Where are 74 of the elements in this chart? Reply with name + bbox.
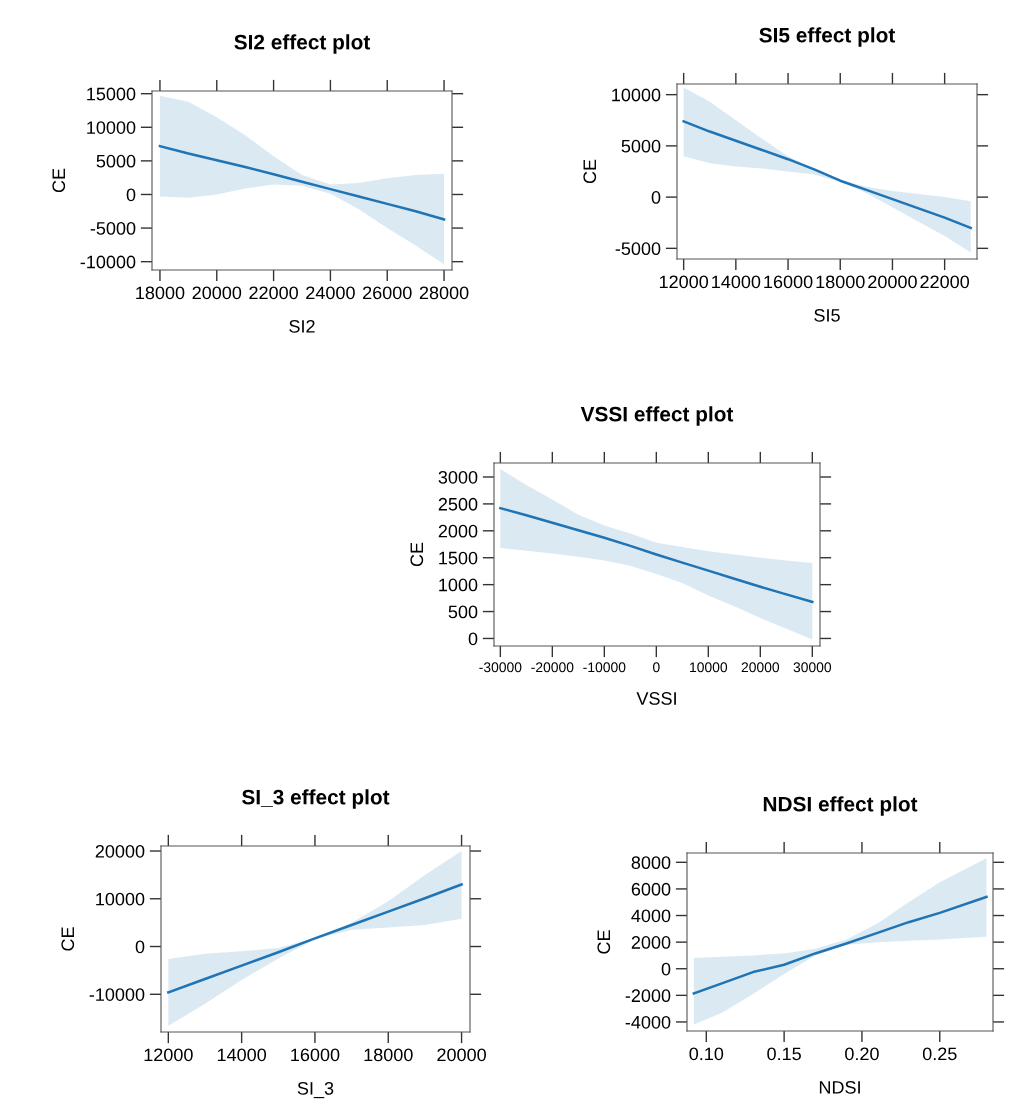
y-tick-label: 8000 — [631, 856, 671, 870]
y-tick-label: -10000 — [80, 255, 136, 269]
x-tick-label: 0.25 — [922, 1047, 957, 1061]
y-tick-label: 20000 — [95, 844, 145, 858]
y-tick-label: 15000 — [87, 87, 136, 101]
x-tick-label: 26000 — [363, 286, 412, 300]
x-axis-title: SI5 — [814, 308, 840, 322]
y-tick-label: 0 — [135, 940, 145, 954]
y-tick-label: 2000 — [631, 936, 671, 949]
y-tick-label: 10000 — [96, 892, 145, 906]
x-tick-label: 22000 — [249, 286, 298, 300]
y-axis-title: CE — [410, 542, 424, 567]
x-tick-label: 0.10 — [689, 1047, 724, 1061]
y-tick-label: 6000 — [631, 882, 671, 896]
x-tick-label: 10000 — [690, 662, 728, 673]
line-series — [499, 506, 814, 604]
y-tick-label: 2500 — [438, 497, 478, 511]
y-tick-label: 0 — [661, 962, 671, 976]
y-tick-label: -10000 — [89, 988, 145, 1001]
chart-title: SI_3 effect plot — [242, 789, 390, 809]
y-tick-label: 0 — [468, 632, 478, 646]
y-tick-label: -5000 — [90, 222, 136, 235]
x-axis-title: NDSI — [819, 1080, 860, 1094]
y-axis-title: CE — [597, 930, 611, 954]
y-axis-title: CE — [52, 168, 66, 193]
chart-title: SI2 effect plot — [234, 34, 371, 54]
y-tick-label: 3000 — [438, 470, 478, 484]
y-tick-label: -5000 — [615, 242, 661, 256]
y-tick-label: -2000 — [625, 989, 671, 1003]
x-tick-label: 16000 — [764, 275, 813, 289]
y-tick-label: 1000 — [439, 578, 478, 592]
x-tick-label: 0.15 — [767, 1047, 801, 1061]
chart-title: VSSI effect plot — [580, 406, 734, 426]
x-tick-label: 0.20 — [845, 1047, 879, 1061]
y-axis-title: CE — [583, 159, 597, 184]
x-tick-label: -30000 — [479, 662, 522, 673]
x-tick-label: 12000 — [659, 275, 709, 289]
y-tick-label: 1500 — [439, 551, 478, 565]
x-tick-label: 22000 — [920, 275, 970, 289]
x-tick-label: 28000 — [419, 286, 469, 300]
line-series — [692, 895, 988, 995]
y-axis-title: CE — [61, 927, 75, 951]
x-tick-label: 14000 — [712, 275, 761, 289]
chart-title: NDSI effect plot — [763, 796, 918, 816]
x-tick-label: 20000 — [192, 286, 242, 300]
x-tick-label: 16000 — [291, 1048, 340, 1062]
x-axis-title: VSSI — [636, 692, 676, 705]
y-tick-label: 5000 — [96, 154, 136, 168]
x-tick-label: -20000 — [531, 662, 574, 673]
y-tick-label: -4000 — [625, 1015, 671, 1029]
y-tick-label: 500 — [448, 605, 478, 619]
y-tick-label: 10000 — [612, 88, 661, 102]
x-tick-label: 20000 — [741, 662, 780, 673]
chart-title: SI5 effect plot — [759, 27, 896, 47]
y-tick-label: 5000 — [621, 139, 661, 153]
y-tick-label: 0 — [651, 191, 661, 204]
x-tick-label: 18000 — [136, 286, 185, 300]
x-axis-title: SI_3 — [297, 1081, 334, 1099]
x-tick-label: 18000 — [816, 275, 865, 289]
line-series — [167, 883, 463, 994]
x-tick-label: 14000 — [217, 1048, 267, 1062]
line-series — [682, 120, 972, 230]
x-axis-title: SI2 — [289, 319, 315, 333]
x-tick-label: 12000 — [144, 1048, 193, 1062]
x-tick-label: 20000 — [868, 275, 917, 289]
x-tick-label: 24000 — [306, 286, 355, 300]
y-tick-label: 10000 — [87, 121, 136, 134]
x-tick-label: 18000 — [364, 1048, 413, 1062]
y-tick-label: 0 — [126, 188, 136, 202]
x-tick-label: -10000 — [583, 662, 626, 673]
line-series — [158, 144, 446, 221]
x-tick-label: 30000 — [793, 662, 832, 673]
y-tick-label: 2000 — [438, 524, 478, 538]
y-tick-label: 4000 — [631, 909, 671, 923]
